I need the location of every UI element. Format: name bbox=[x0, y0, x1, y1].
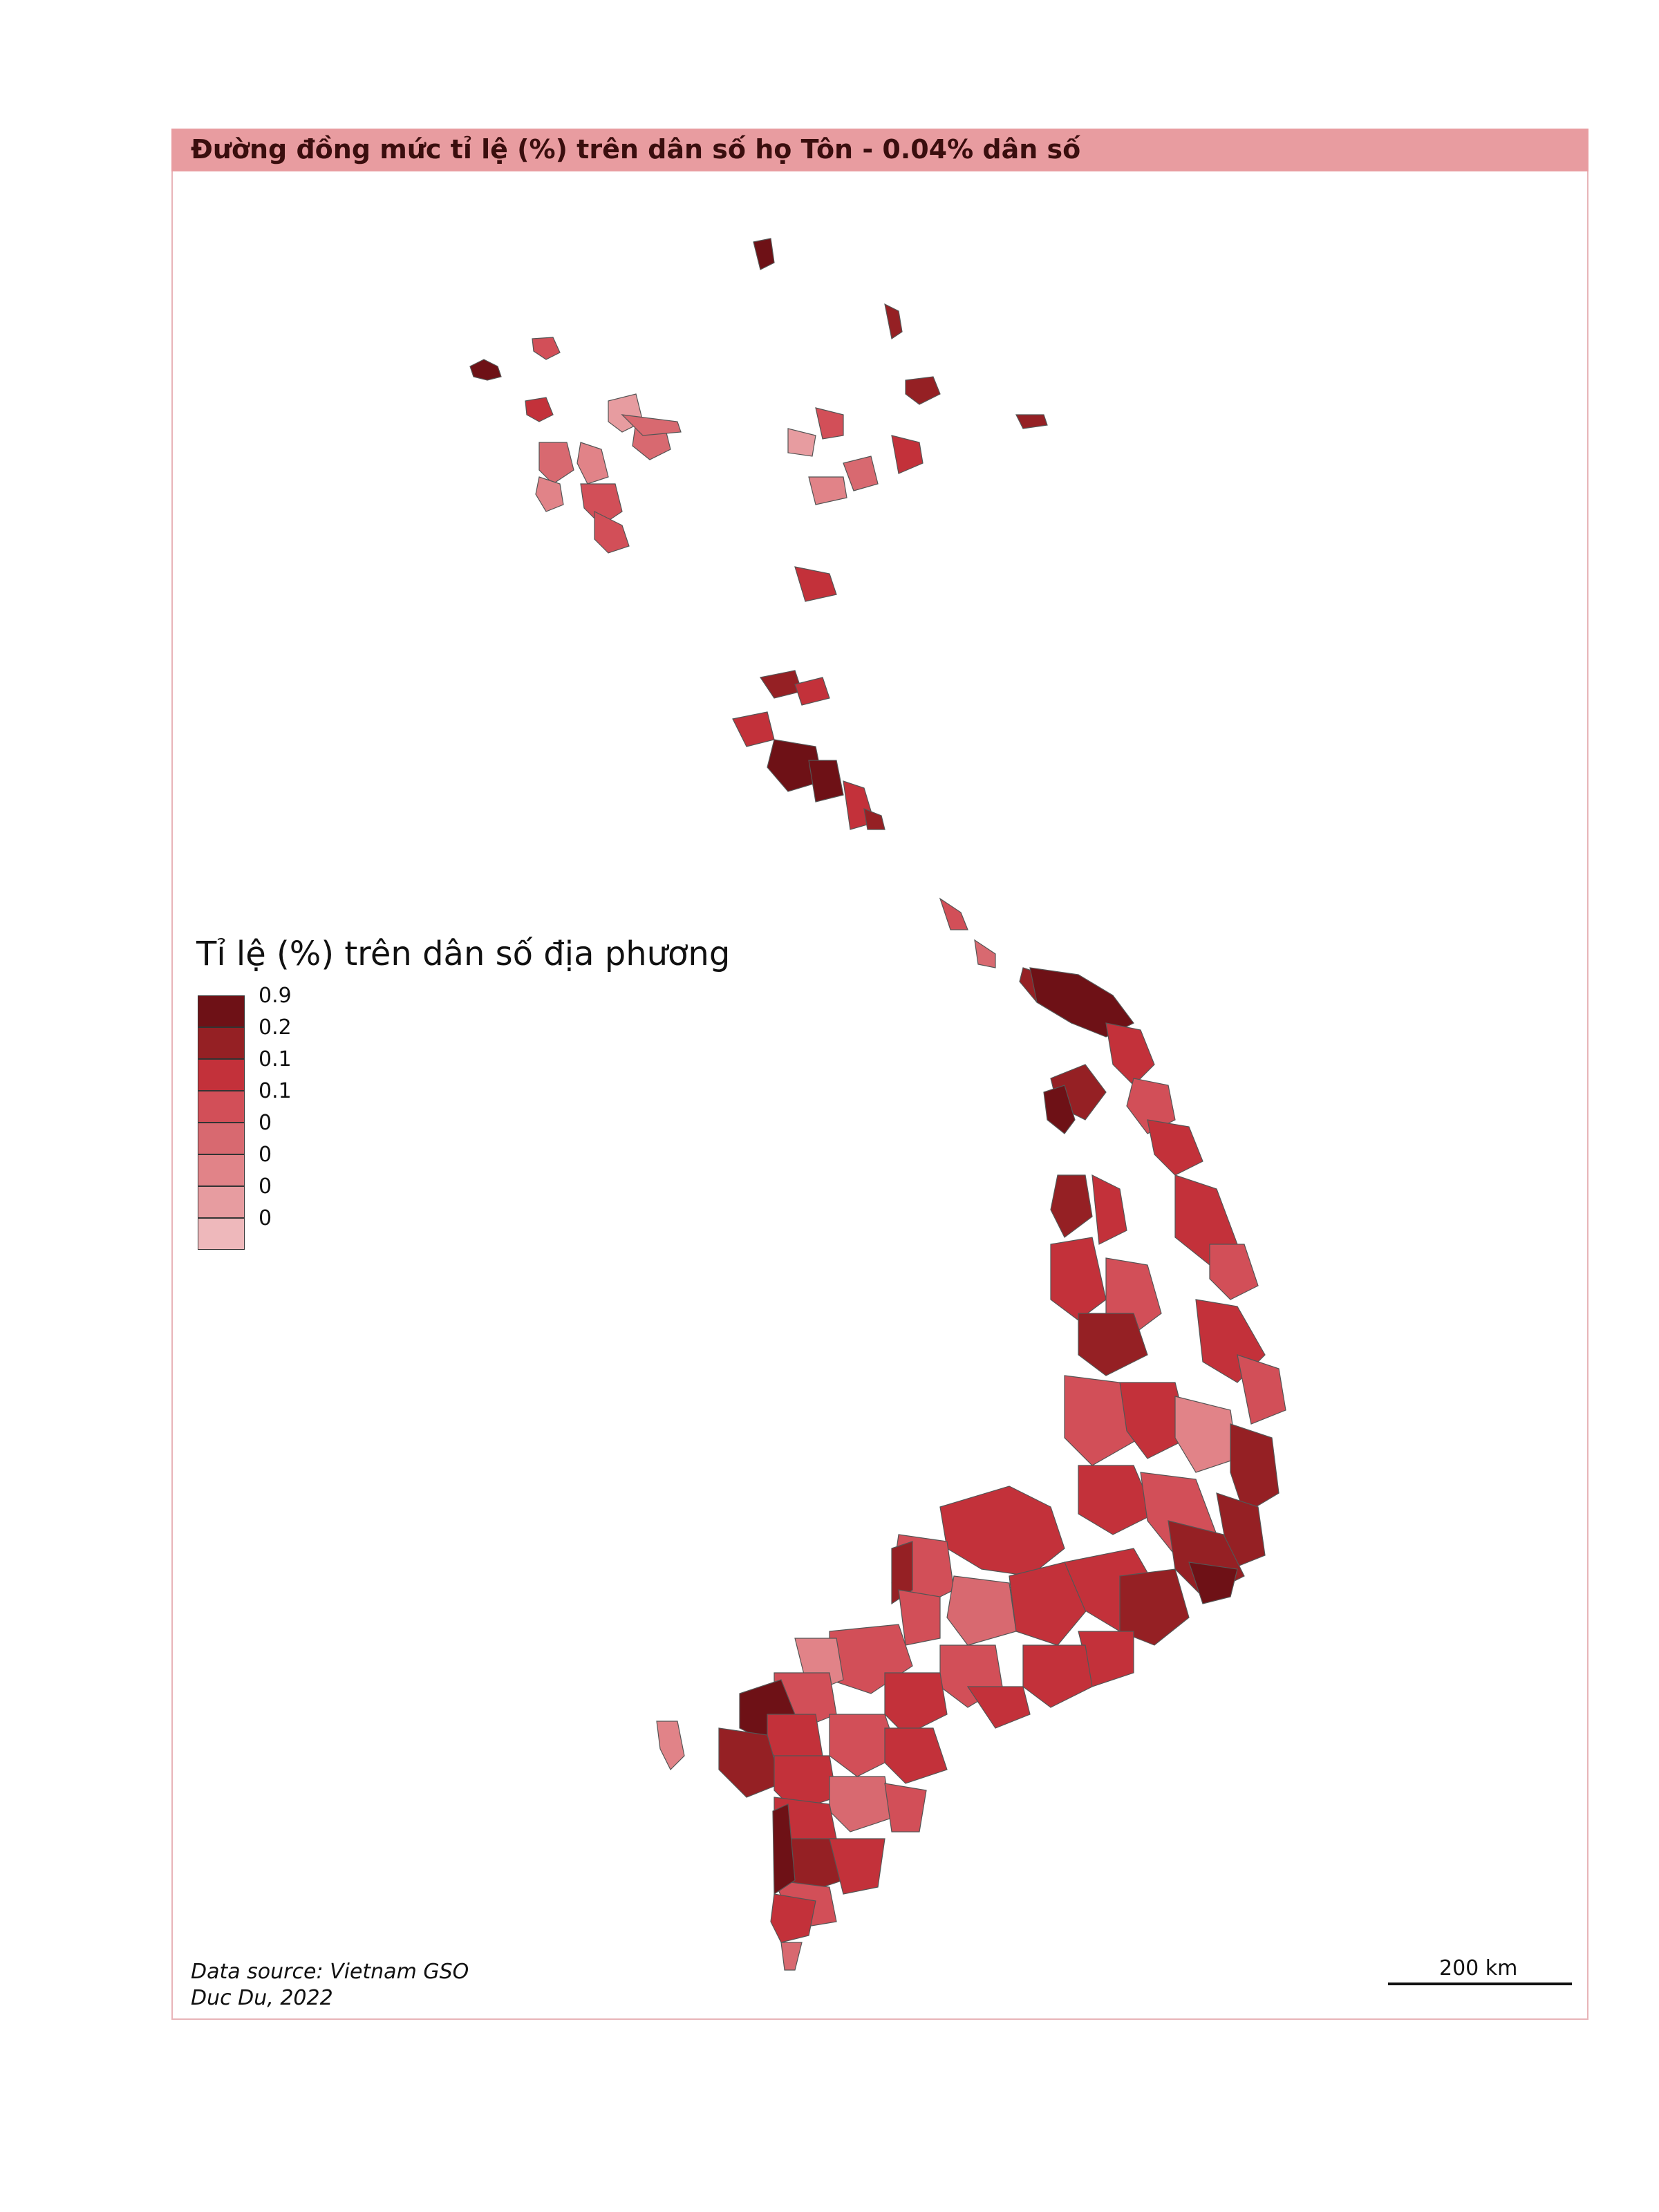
scale-label: 200 km bbox=[1439, 1956, 1518, 1980]
region-north-ninh-binh bbox=[794, 566, 837, 602]
region-kien-giang-1 bbox=[718, 1727, 782, 1798]
region-tien-giang bbox=[829, 1714, 899, 1777]
region-tay-ninh-1 bbox=[891, 1541, 913, 1605]
data-source-line: Data source: Vietnam GSO bbox=[191, 1960, 469, 1984]
legend-label: 0.1 bbox=[259, 1047, 292, 1071]
region-ben-tre bbox=[884, 1727, 948, 1784]
region-soc-trang bbox=[829, 1838, 885, 1895]
legend-label: 0 bbox=[259, 1206, 272, 1230]
region-north-son-la-1 bbox=[538, 442, 574, 485]
region-north-son-la-2 bbox=[577, 442, 609, 485]
region-dak-lak-1 bbox=[1064, 1375, 1141, 1466]
region-north-delta-2 bbox=[843, 456, 879, 491]
region-north-dien-bien bbox=[525, 397, 554, 422]
title-bar: Đường đồng mức tỉ lệ (%) trên dân số họ … bbox=[171, 129, 1588, 171]
legend-swatch bbox=[198, 1059, 245, 1091]
region-central bbox=[1019, 967, 1286, 1604]
region-nghe-an-3 bbox=[808, 760, 844, 803]
region-quang-binh bbox=[939, 897, 968, 930]
region-north-quang-ninh bbox=[1015, 414, 1048, 429]
region-dong-nai-1 bbox=[1009, 1562, 1093, 1646]
region-dak-lak-2 bbox=[1119, 1382, 1190, 1459]
region-dak-nong bbox=[939, 1485, 1065, 1577]
region-north-lang-son bbox=[905, 376, 941, 405]
region-north-bac-giang bbox=[891, 435, 924, 474]
region-quang-tri bbox=[974, 939, 996, 968]
region-ha-tinh-2 bbox=[863, 808, 885, 830]
region-khanh-hoa-1 bbox=[1230, 1423, 1280, 1515]
region-north-ha-giang bbox=[753, 238, 775, 270]
region-gia-lai-3 bbox=[1078, 1313, 1148, 1376]
region-north-delta-1 bbox=[808, 476, 847, 505]
legend-swatch bbox=[198, 995, 245, 1027]
region-gia-lai-1 bbox=[1050, 1237, 1107, 1321]
legend-title: Tỉ lệ (%) trên dân số địa phương bbox=[196, 935, 731, 973]
region-vinh-long bbox=[829, 1776, 892, 1833]
region-north-son-la-4 bbox=[580, 483, 623, 526]
region-binh-dinh-2 bbox=[1209, 1244, 1259, 1300]
legend-label: 0 bbox=[259, 1143, 272, 1167]
region-north-tuyen-quang bbox=[621, 414, 682, 436]
region-phu-yen-2 bbox=[1237, 1354, 1286, 1425]
legend-swatch bbox=[198, 1091, 245, 1123]
region-ca-mau-1 bbox=[772, 1803, 796, 1895]
region-kon-tum-2 bbox=[1091, 1174, 1127, 1245]
scale-bar bbox=[1388, 1983, 1572, 1985]
region-nghe-an-2 bbox=[767, 739, 823, 792]
legend-label: 0 bbox=[259, 1111, 272, 1135]
region-tra-vinh bbox=[884, 1783, 927, 1833]
region-north-cao-bang bbox=[884, 303, 903, 339]
legend-swatch bbox=[198, 1154, 245, 1186]
region-north-lai-chau bbox=[532, 337, 561, 360]
region-north-thai-nguyen bbox=[815, 407, 844, 440]
author-line: Duc Du, 2022 bbox=[191, 1986, 333, 2010]
region-lam-dong-1 bbox=[1078, 1465, 1155, 1535]
region-quang-nam-3 bbox=[1043, 1085, 1076, 1134]
map-title: Đường đồng mức tỉ lệ (%) trên dân số họ … bbox=[191, 134, 1081, 165]
region-ca-mau-3 bbox=[780, 1942, 803, 1971]
region-north-thanh-hoa-2 bbox=[794, 677, 830, 706]
region-north-hoa-binh bbox=[594, 511, 630, 554]
region-long-an-2 bbox=[884, 1672, 948, 1736]
legend-label: 0.9 bbox=[259, 984, 292, 1008]
region-quang-ngai-2 bbox=[1147, 1119, 1203, 1176]
region-binh-duong bbox=[946, 1575, 1017, 1646]
region-nghe-an-1 bbox=[732, 711, 775, 747]
region-hcm-2 bbox=[966, 1686, 1031, 1729]
region-north-delta-3 bbox=[787, 428, 816, 457]
region-dak-lak-3 bbox=[1174, 1396, 1238, 1473]
region-ninh-thuan-2 bbox=[1188, 1562, 1238, 1604]
region-quang-nam-1 bbox=[1105, 1022, 1155, 1086]
region-tay-ninh-2 bbox=[898, 1589, 941, 1646]
region-ca-mau-2 bbox=[770, 1893, 816, 1943]
legend-label: 0.1 bbox=[259, 1079, 292, 1103]
legend-swatch bbox=[198, 1027, 245, 1059]
region-phu-quoc bbox=[656, 1721, 685, 1771]
legend-swatch bbox=[198, 1218, 245, 1250]
region-binh-thuan-1 bbox=[1119, 1568, 1190, 1646]
region-north-lao-cai bbox=[469, 359, 502, 381]
legend-label: 0.2 bbox=[259, 1015, 292, 1040]
region-south bbox=[656, 1485, 1190, 1971]
region-kon-tum-1 bbox=[1050, 1174, 1093, 1238]
legend-label: 0 bbox=[259, 1174, 272, 1199]
legend-swatch bbox=[198, 1123, 245, 1154]
region-ba-ria bbox=[1022, 1644, 1093, 1708]
data-source: Data source: Vietnam GSO Duc Du, 2022 bbox=[191, 1959, 469, 2012]
region-north-central bbox=[732, 711, 996, 968]
legend-swatch bbox=[198, 1186, 245, 1218]
region-north-son-la-3 bbox=[535, 476, 564, 512]
region-north bbox=[469, 238, 1048, 706]
